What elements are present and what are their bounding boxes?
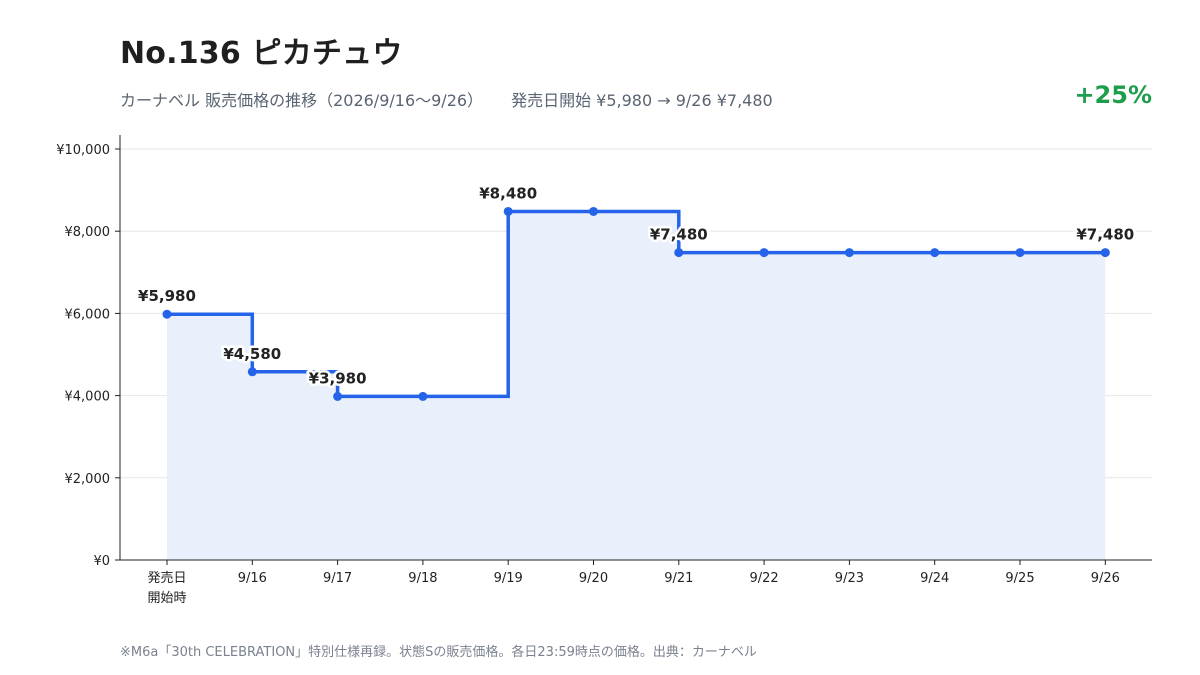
data-point [333,391,343,401]
x-tick-label: 9/25 [1005,571,1034,586]
x-tick-label: 9/24 [920,571,949,586]
y-tick-layer: ¥0 ¥2,000 ¥4,000 ¥6,000 ¥8,000 ¥10,000 [56,143,110,569]
data-point [759,248,769,258]
x-tick-layer: 発売日開始時 9/16 9/17 9/18 9/19 9/20 9/21 9/22 9/23 9/… [147,570,1119,606]
subtitle-price-change: 発売日開始 ¥5,980 → 9/26 ¥7,480 [511,91,773,110]
footnote: ※M6a「30th CELEBRATION」特別仕様再録。状態Sの販売価格。各日… [120,645,757,660]
axis-layer [115,135,1152,565]
subtitle-period: カーナベル 販売価格の推移（2026/9/16〜9/26） [120,91,484,110]
chart-subtitle: カーナベル 販売価格の推移（2026/9/16〜9/26） 発売日開始 ¥5,98… [120,87,773,111]
x-tick-label: 9/21 [664,571,693,586]
y-tick-label: ¥6,000 [65,307,111,322]
x-tick-label: 9/26 [1091,571,1120,586]
price-area-fill [167,211,1106,561]
x-tick-label: 9/18 [408,571,437,586]
data-label: ¥8,480 [479,184,537,202]
x-tick-label: 9/16 [238,571,267,586]
data-point [674,248,684,258]
x-tick-label: 発売日開始時 [147,570,186,606]
label-layer: ¥5,980 ¥4,580 ¥3,980 ¥8,480 ¥7,480 ¥7,480 [136,182,1137,390]
data-label: ¥4,580 [223,345,281,363]
x-tick-label: 9/23 [835,571,864,586]
data-label: ¥3,980 [309,369,367,387]
y-tick-label: ¥10,000 [56,143,110,158]
data-point [930,248,940,258]
x-tick-label: 9/22 [749,571,778,586]
y-tick-label: ¥4,000 [65,390,111,405]
x-tick-label: 9/19 [494,571,523,586]
data-point [503,206,513,216]
x-tick-label: 9/17 [323,571,352,586]
data-label: ¥7,480 [1076,226,1134,244]
data-point [1100,248,1110,258]
data-label: ¥5,980 [138,287,196,305]
line-layer [167,209,1106,399]
point-layer [162,206,1110,401]
y-tick-label: ¥8,000 [65,225,111,240]
x-tick-label: 9/20 [579,571,608,586]
data-point [247,367,257,377]
data-point [844,248,854,258]
price-step-line [167,209,1106,399]
data-point [589,206,598,216]
change-percent-badge: +25% [1074,81,1152,109]
data-point [162,309,172,319]
data-point [418,391,428,401]
y-tick-label: ¥0 [93,554,110,569]
y-tick-label: ¥2,000 [65,472,111,487]
data-label: ¥7,480 [650,226,708,244]
area-layer [167,211,1106,561]
chart-title: No.136 ピカチュウ [120,36,403,71]
data-point [1015,248,1025,258]
